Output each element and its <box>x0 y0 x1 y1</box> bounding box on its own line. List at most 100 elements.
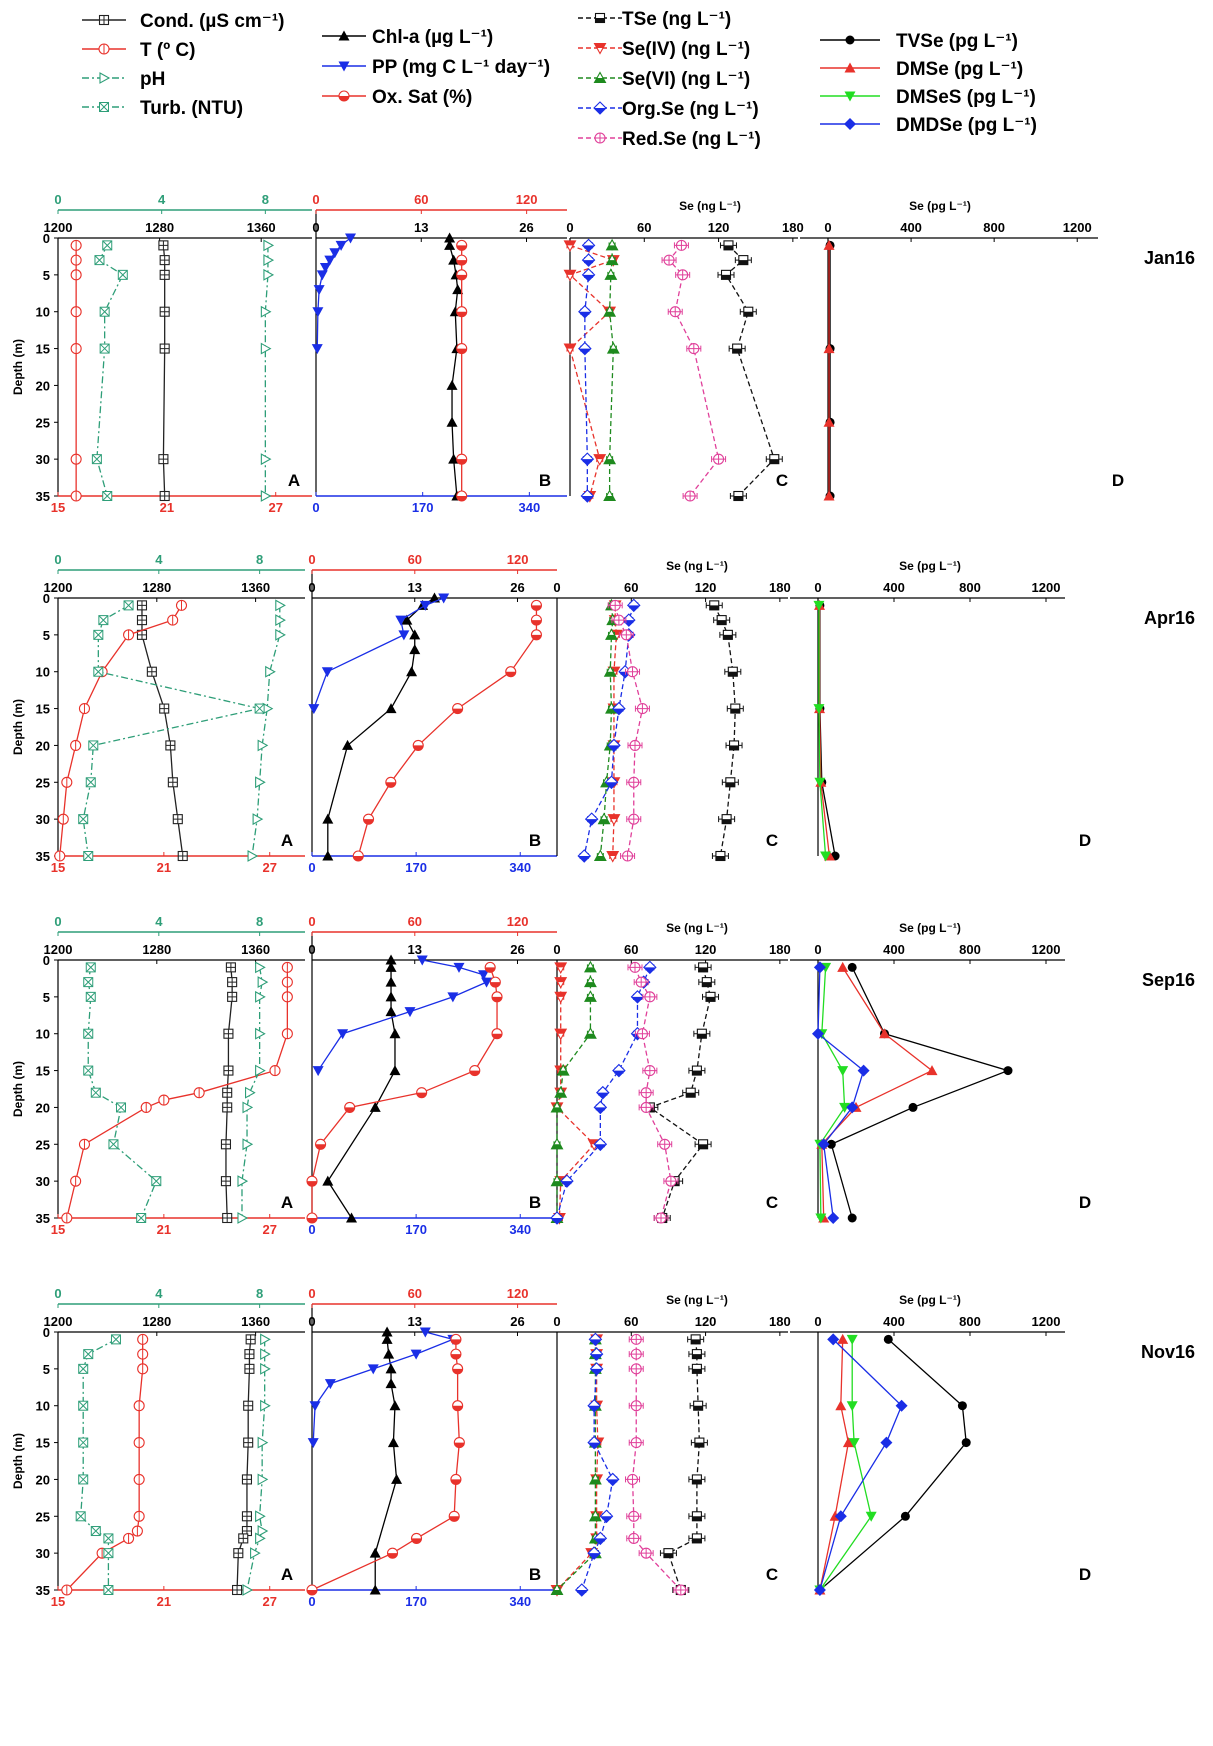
panel-letter-D: D <box>1112 471 1124 490</box>
tick-label-D_se: 400 <box>883 942 905 957</box>
panel-letter-B: B <box>539 471 551 490</box>
series-line-tse <box>648 967 712 1219</box>
tick-label-C_se: 180 <box>769 1314 791 1329</box>
data-point-turb <box>123 600 134 611</box>
data-point-dmdse <box>895 1399 908 1412</box>
data-point-dmse <box>835 1400 847 1411</box>
tick-label-A_temp: 21 <box>157 1222 171 1237</box>
data-point-org <box>605 1472 620 1487</box>
data-point-chl <box>448 254 460 265</box>
series-line-tvse <box>830 967 1011 1219</box>
data-point-se6 <box>583 975 597 988</box>
data-point-tse <box>698 962 709 973</box>
data-point-org <box>589 1362 604 1376</box>
series-red <box>661 239 727 502</box>
data-point-chl <box>385 703 397 714</box>
data-point-turb <box>78 1474 89 1485</box>
legend-label-dmses: DMSeS (pg L⁻¹) <box>896 87 1036 108</box>
data-point-turb <box>93 629 104 640</box>
series-line-pp <box>312 1331 455 1443</box>
data-point-ph <box>275 599 286 612</box>
data-point-turb <box>83 1349 94 1360</box>
data-point-ox <box>456 490 468 502</box>
data-point-org <box>607 738 621 753</box>
legend-label-tvse: TVSe (pg L⁻¹) <box>896 31 1018 52</box>
data-point-ph <box>257 1436 269 1449</box>
data-point-turb <box>103 1533 114 1544</box>
data-point-red <box>675 1584 687 1596</box>
data-point-se4 <box>606 850 620 863</box>
data-point-tse <box>696 1028 707 1039</box>
data-point-org <box>587 1435 601 1450</box>
data-point-red <box>626 666 639 678</box>
data-point-chl <box>389 1400 401 1411</box>
tick-label-A_temp: 27 <box>262 1594 276 1609</box>
series-turb <box>91 240 128 501</box>
data-point-tse <box>743 306 754 317</box>
data-point-temp <box>70 490 82 502</box>
tick-label-A_temp: 21 <box>157 1594 171 1609</box>
series-line-red <box>631 1339 682 1591</box>
data-point-turb <box>78 1437 89 1448</box>
depth-tick-label: 30 <box>36 1546 50 1561</box>
series-temp <box>70 239 82 502</box>
tick-label-C_se: 0 <box>553 942 560 957</box>
tick-label-B_pp: 340 <box>509 860 531 875</box>
tick-label-B_ox: 120 <box>507 914 529 929</box>
data-point-pp <box>447 992 459 1003</box>
legend-label-ph: pH <box>140 69 165 90</box>
data-point-cond <box>223 1028 234 1039</box>
data-point-se4 <box>607 814 621 826</box>
data-point-red <box>628 813 640 825</box>
data-point-dmses <box>848 1438 860 1449</box>
data-point-org <box>578 341 592 356</box>
tick-label-B_ox: 60 <box>414 192 428 207</box>
tick-label-B_chl: 13 <box>408 580 422 595</box>
data-point-turb <box>94 255 105 266</box>
data-point-pp <box>478 970 489 981</box>
tick-label-B_chl: 13 <box>414 220 428 235</box>
data-point-ox <box>452 703 464 715</box>
data-point-dmdse <box>880 1436 893 1449</box>
data-point-red <box>655 1212 667 1224</box>
data-point-red <box>635 976 647 988</box>
data-point-ph <box>260 1348 271 1361</box>
data-point-tvse <box>900 1511 910 1521</box>
data-point-turb <box>136 1213 147 1223</box>
tick-label-D_se: 800 <box>959 1314 981 1329</box>
data-point-red <box>669 306 681 318</box>
data-point-cond <box>159 490 170 502</box>
data-point-temp <box>70 269 82 281</box>
data-point-org <box>587 1546 601 1560</box>
series-line-chl <box>327 597 435 856</box>
data-point-org <box>604 775 619 790</box>
data-point-red <box>620 629 632 641</box>
tick-label-A_temp: 27 <box>262 1222 276 1237</box>
tick-label-D_se: 0 <box>814 942 821 957</box>
data-point-ph <box>255 1064 266 1077</box>
data-point-dmse <box>823 239 835 250</box>
tick-label-C_se: 0 <box>566 220 573 235</box>
data-point-dmses <box>839 1102 851 1113</box>
data-point-dmse <box>823 490 835 501</box>
series-line-pp <box>317 959 488 1071</box>
data-point-turb <box>117 269 128 280</box>
tick-label-C_se: 60 <box>637 220 651 235</box>
data-point-pp <box>345 233 357 244</box>
data-point-ox <box>452 1400 464 1412</box>
series-line-cond <box>225 967 233 1219</box>
data-point-se6 <box>550 1137 564 1150</box>
tick-label-B_ox: 60 <box>408 552 422 567</box>
series-red <box>625 1333 689 1596</box>
legend-marker-ph <box>99 72 111 84</box>
data-point-turb <box>102 491 113 501</box>
legend-marker-chl <box>338 30 350 41</box>
data-point-turb <box>102 240 113 251</box>
data-point-red <box>628 1532 640 1544</box>
data-point-temp <box>133 1400 145 1412</box>
data-point-pp <box>324 255 336 266</box>
c-axis-title: Se (ng L⁻¹) <box>666 559 728 573</box>
data-point-dmses <box>846 1401 858 1412</box>
data-point-tse <box>709 600 720 611</box>
tick-label-A_cond: 1200 <box>44 580 73 595</box>
